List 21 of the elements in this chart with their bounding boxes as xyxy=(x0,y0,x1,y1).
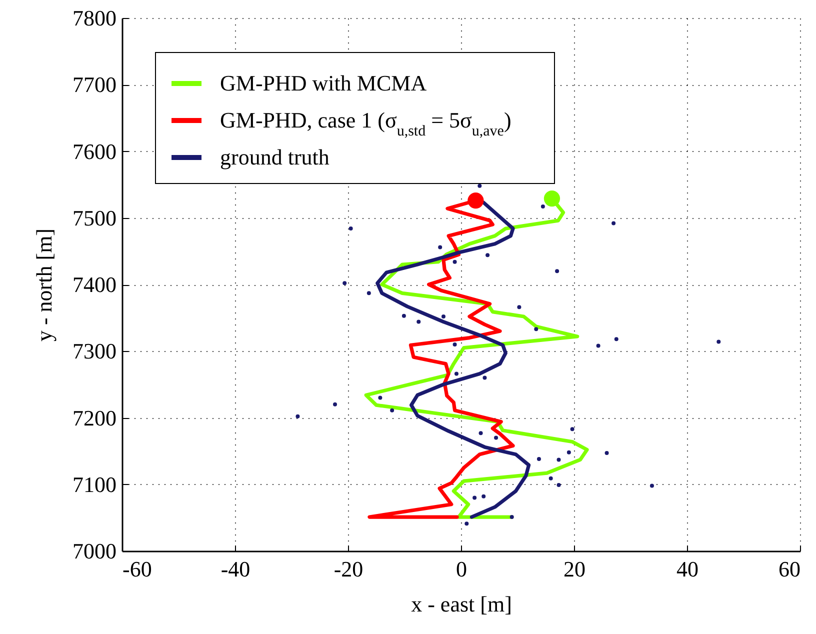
y-tick-label: 7800 xyxy=(72,6,116,30)
legend-label: ground truth xyxy=(220,144,330,170)
y-tick-label: 7000 xyxy=(72,538,116,564)
y-tick-label: 7600 xyxy=(72,138,116,164)
x-tick-label: 60 xyxy=(778,556,800,582)
y-tick-label: 7300 xyxy=(72,338,116,364)
x-tick-label: 20 xyxy=(564,556,586,582)
y-tick-label: 7700 xyxy=(72,72,116,98)
x-tick-label: -60 xyxy=(122,556,152,582)
y-tick-label: 7500 xyxy=(72,205,116,230)
y-tick-label: 7200 xyxy=(72,405,116,430)
y-tick-label: 7100 xyxy=(72,472,116,497)
y-tick-label: 7400 xyxy=(72,272,116,297)
x-axis-title: x - east [m] xyxy=(411,592,512,616)
y-axis-title: y - north [m] xyxy=(32,228,56,342)
legend-label: GM-PHD, case 1 (σ$_{u,std}$ = 5σ$_{u,ave}$) xyxy=(220,108,512,140)
x-tick-label: -40 xyxy=(220,556,250,582)
legend-label: GM-PHD with MCMA xyxy=(220,70,427,96)
x-tick-label: 0 xyxy=(456,556,467,582)
x-tick-label: -20 xyxy=(334,556,364,582)
x-tick-label: 40 xyxy=(676,556,698,582)
